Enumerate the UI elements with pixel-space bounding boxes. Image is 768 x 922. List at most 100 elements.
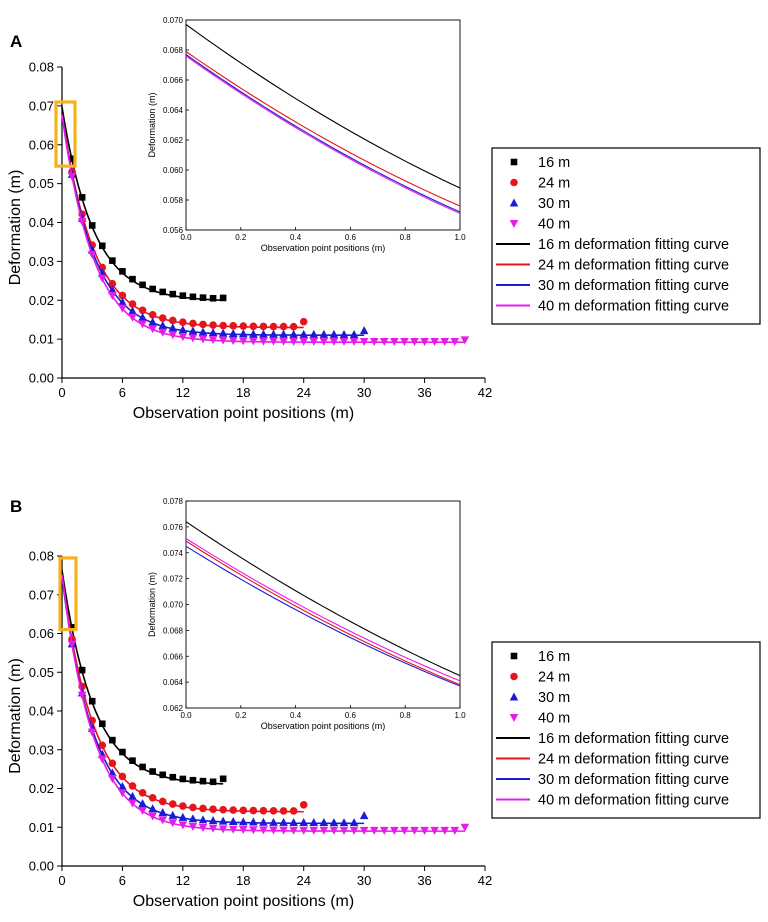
data-point-24m: [279, 807, 288, 815]
data-point-30m: [299, 818, 309, 827]
x-tick-label: 12: [176, 873, 190, 888]
panel-label: A: [10, 32, 22, 51]
y-tick-label: 0.07: [29, 587, 54, 602]
data-point-24m: [98, 741, 107, 750]
inset-x-tick-label: 0.0: [180, 711, 192, 720]
data-point-30m: [208, 328, 218, 337]
data-point-40m: [97, 755, 107, 764]
data-point-40m: [148, 325, 157, 334]
data-point-30m: [309, 818, 319, 827]
legend-label: 24 m deformation fitting curve: [538, 258, 729, 274]
data-point-24m: [219, 321, 227, 330]
data-point-30m: [208, 816, 218, 825]
data-point-16m: [219, 775, 227, 783]
data-point-30m: [289, 817, 298, 826]
inset-y-tick-label: 0.076: [163, 523, 184, 532]
data-point-30m: [259, 329, 268, 338]
legend-marker: [509, 692, 519, 701]
y-tick-label: 0.04: [29, 215, 54, 230]
data-point-40m: [198, 335, 208, 344]
data-point-30m: [188, 326, 198, 335]
data-point-40m: [349, 337, 359, 346]
y-tick-label: 0.00: [29, 371, 54, 386]
inset-y-tick-label: 0.064: [163, 106, 184, 115]
legend: 16 m 24 m 30 m 40 m 16 m deformation fitting…: [491, 641, 761, 819]
y-tick-label: 0.01: [29, 820, 54, 835]
legend-label: 30 m: [538, 690, 570, 706]
data-point-16m: [149, 768, 156, 775]
data-point-24m: [199, 804, 207, 813]
inset-chart: 0.0 0.2 0.4 0.6 0.8 1.0 0.062 0.064 0.066 0.068 0.…: [147, 497, 466, 731]
inset-y-tick-label: 0.074: [163, 549, 184, 558]
data-point-30m: [168, 323, 178, 332]
data-point-40m: [168, 819, 178, 828]
inset-y-tick-label: 0.070: [163, 16, 184, 25]
data-point-24m: [138, 306, 147, 315]
data-point-24m: [289, 322, 298, 331]
legend-marker: [509, 714, 519, 722]
data-point-24m: [189, 803, 197, 812]
data-point-40m: [359, 337, 369, 346]
y-tick-label: 0.02: [29, 781, 54, 796]
legend-label: 24 m: [538, 670, 570, 686]
inset-curve-2: [185, 51, 461, 207]
data-point-30m: [238, 329, 248, 338]
inset-y-tick-label: 0.060: [163, 166, 184, 175]
data-point-40m: [97, 274, 107, 283]
legend-frame: [491, 641, 761, 819]
data-point-30m: [319, 818, 329, 827]
data-point-40m: [238, 337, 248, 346]
data-point-40m: [379, 337, 389, 346]
data-point-30m: [138, 799, 147, 808]
data-point-16m: [199, 294, 207, 301]
legend-marker: [509, 198, 519, 207]
data-point-30m: [249, 817, 258, 826]
data-point-40m: [309, 337, 319, 346]
legend-label: 40 m deformation fitting curve: [538, 793, 729, 809]
data-point-30m: [228, 817, 238, 826]
x-tick-label: 0: [58, 385, 65, 400]
legend-label: 40 m deformation fitting curve: [538, 299, 729, 315]
data-point-40m: [87, 728, 97, 737]
inset-curve-3: [185, 545, 461, 687]
data-point-24m: [168, 800, 177, 808]
data-point-30m: [118, 782, 127, 791]
data-point-40m: [349, 826, 359, 835]
chart-panel-a: A 0 6 12 18 24 30 36 42 0.00 0.01 0.02 0.03 0.04 0.05 0…: [7, 16, 761, 422]
data-point-40m: [410, 337, 419, 346]
data-point-24m: [148, 310, 157, 319]
inset-curve-1: [185, 521, 461, 677]
inset-curve-2: [185, 540, 461, 686]
inset-x-tick-label: 1.0: [454, 711, 466, 720]
x-tick-label: 36: [417, 385, 431, 400]
data-point-30m: [279, 817, 288, 826]
data-point-40m: [289, 826, 298, 835]
data-point-24m: [158, 797, 167, 806]
data-point-24m: [179, 802, 187, 810]
data-point-30m: [158, 808, 168, 817]
data-point-16m: [189, 293, 197, 301]
data-point-40m: [108, 775, 117, 784]
data-point-40m: [228, 825, 238, 834]
data-point-40m: [339, 826, 349, 835]
inset-curve-1: [185, 24, 461, 189]
data-point-16m: [149, 285, 156, 293]
inset-y-axis-title: Deformation (m): [147, 572, 157, 637]
data-point-16m: [159, 771, 167, 779]
data-point-24m: [279, 322, 288, 331]
data-point-24m: [118, 291, 127, 300]
data-point-16m: [109, 257, 116, 264]
data-point-40m: [400, 337, 409, 346]
data-point-40m: [138, 320, 147, 329]
inset-frame: [185, 500, 461, 709]
data-point-40m: [440, 826, 450, 835]
y-tick-label: 0.00: [29, 859, 54, 874]
inset-x-tick-label: 0.4: [290, 233, 302, 242]
chart-panel-b: B 0 6 12 18 24 30 36 42 0.00 0.01 0.02 0.03 0.04 0.05 0…: [7, 497, 761, 910]
inset-curve-3: [185, 54, 461, 213]
inset-frame: [185, 19, 461, 231]
data-point-40m: [188, 334, 198, 343]
data-point-16m: [219, 294, 227, 302]
inset-curve-4: [185, 55, 461, 215]
data-point-40m: [379, 826, 389, 835]
